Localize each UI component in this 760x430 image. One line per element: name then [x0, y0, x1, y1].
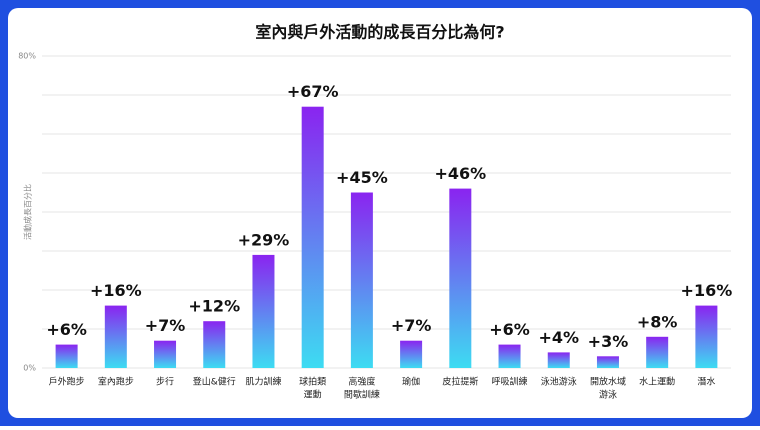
- value-label: +16%: [90, 281, 142, 300]
- value-label: +8%: [637, 312, 678, 331]
- bar: [498, 344, 521, 368]
- bar: [449, 188, 472, 368]
- value-label: +45%: [336, 168, 388, 187]
- value-label: +3%: [588, 332, 629, 351]
- panel: [8, 8, 752, 418]
- value-label: +4%: [538, 328, 579, 347]
- x-tick-label: 高強度: [348, 376, 375, 388]
- x-tick-label: 瑜伽: [402, 376, 420, 388]
- y-axis-label: 活動成長百分比: [23, 184, 33, 240]
- chart-title: 室內與戶外活動的成長百分比為何?: [255, 23, 504, 42]
- x-tick-label: 泳池游泳: [541, 376, 577, 388]
- x-tick-label: 水上運動: [639, 376, 675, 388]
- value-label: +12%: [188, 297, 240, 316]
- x-tick-label: 開放水域: [590, 376, 626, 388]
- x-tick-label: 呼吸訓練: [492, 376, 528, 388]
- x-tick-label: 潛水: [697, 376, 715, 388]
- x-tick-label: 間歇訓練: [344, 389, 380, 401]
- value-label: +67%: [287, 82, 339, 101]
- x-tick-label: 球拍類: [299, 376, 326, 388]
- value-label: +7%: [145, 316, 186, 335]
- x-tick-label: 游泳: [599, 389, 617, 401]
- bar: [252, 254, 275, 368]
- bar: [596, 356, 619, 368]
- bar: [547, 352, 570, 368]
- x-tick-label: 室內跑步: [98, 376, 134, 388]
- value-label: +29%: [238, 230, 290, 249]
- bar: [203, 321, 226, 368]
- bar: [55, 344, 78, 368]
- x-tick-label: 步行: [156, 376, 174, 388]
- x-tick-label: 皮拉提斯: [442, 376, 478, 388]
- value-label: +6%: [489, 320, 530, 339]
- x-tick-label: 運動: [304, 390, 322, 401]
- value-label: +6%: [46, 320, 87, 339]
- x-tick-label: 登山&健行: [193, 376, 236, 388]
- value-label: +16%: [681, 281, 733, 300]
- x-tick-label: 肌力訓練: [245, 376, 281, 388]
- bar: [350, 192, 373, 368]
- bar: [104, 305, 127, 368]
- y-tick-label: 80%: [18, 52, 36, 61]
- bar: [400, 340, 423, 368]
- bar: [646, 336, 669, 368]
- bar: [301, 106, 324, 368]
- bar: [154, 340, 177, 368]
- value-label: +46%: [434, 164, 486, 183]
- bar: [695, 305, 718, 368]
- x-tick-label: 戶外跑步: [49, 376, 85, 388]
- value-label: +7%: [391, 316, 432, 335]
- y-tick-label: 0%: [23, 364, 36, 373]
